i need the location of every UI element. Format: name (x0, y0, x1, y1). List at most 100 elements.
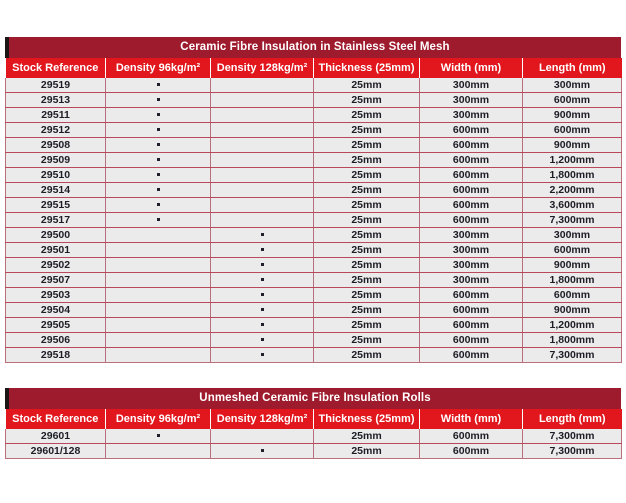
table-row: 29503 25mm 600mm 600mm (5, 287, 622, 303)
cell-width: 600mm (419, 429, 523, 444)
table-row: 29506 25mm 600mm 1,800mm (5, 332, 622, 348)
cell-length: 7,300mm (522, 429, 622, 444)
cell-density-96 (105, 332, 211, 348)
table-row: 29515 25mm 600mm 3,600mm (5, 197, 622, 213)
cell-density-128 (210, 182, 314, 198)
table-title: Ceramic Fibre Insulation in Stainless St… (180, 40, 450, 53)
column-header-density-96: Density 96kg/m² (105, 409, 211, 429)
cell-density-128 (210, 107, 314, 123)
cell-density-128 (210, 152, 314, 168)
table-row: 29501 25mm 300mm 600mm (5, 242, 622, 258)
cell-width: 300mm (419, 272, 523, 288)
cell-density-96 (105, 429, 211, 444)
cell-density-96 (105, 302, 211, 318)
cell-density-96 (105, 197, 211, 213)
cell-length: 600mm (522, 92, 622, 108)
cell-density-96 (105, 242, 211, 258)
cell-length: 600mm (522, 122, 622, 138)
density-marker-dot (156, 143, 160, 147)
cell-density-128 (210, 287, 314, 303)
table-row: 29505 25mm 600mm 1,200mm (5, 317, 622, 333)
cell-density-96 (105, 137, 211, 153)
table-block-meshed: Ceramic Fibre Insulation in Stainless St… (5, 37, 622, 363)
density-marker-dot (260, 293, 264, 297)
cell-length: 600mm (522, 242, 622, 258)
cell-thickness: 25mm (313, 347, 420, 363)
table-row: 29517 25mm 600mm 7,300mm (5, 212, 622, 228)
table-title: Unmeshed Ceramic Fibre Insulation Rolls (199, 391, 431, 404)
table-row: 29507 25mm 300mm 1,800mm (5, 272, 622, 288)
cell-stock-reference: 29517 (5, 212, 106, 228)
cell-length: 1,800mm (522, 272, 622, 288)
cell-thickness: 25mm (313, 122, 420, 138)
cell-length: 3,600mm (522, 197, 622, 213)
cell-thickness: 25mm (313, 317, 420, 333)
table-row: 29512 25mm 600mm 600mm (5, 122, 622, 138)
cell-thickness: 25mm (313, 257, 420, 273)
cell-width: 600mm (419, 167, 523, 183)
cell-length: 2,200mm (522, 182, 622, 198)
cell-stock-reference: 29515 (5, 197, 106, 213)
cell-width: 600mm (419, 302, 523, 318)
cell-length: 900mm (522, 137, 622, 153)
cell-width: 300mm (419, 107, 523, 123)
cell-density-96 (105, 287, 211, 303)
cell-width: 300mm (419, 78, 523, 93)
cell-length: 7,300mm (522, 443, 622, 459)
cell-thickness: 25mm (313, 242, 420, 258)
product-table-meshed: Stock Reference Density 96kg/m² Density … (5, 58, 622, 363)
cell-density-128 (210, 257, 314, 273)
column-header-stock-reference: Stock Reference (5, 409, 106, 429)
density-marker-dot (260, 338, 264, 342)
table-header-row: Stock Reference Density 96kg/m² Density … (5, 409, 622, 429)
density-marker-dot (156, 128, 160, 132)
table-body-meshed: 29519 25mm 300mm 300mm 29513 25mm 300mm 600mm 29… (5, 78, 622, 363)
cell-length: 300mm (522, 227, 622, 243)
table-header: Stock Reference Density 96kg/m² Density … (5, 409, 622, 429)
table-body-unmeshed: 29601 25mm 600mm 7,300mm 29601/128 25mm 600mm 7… (5, 429, 622, 459)
density-marker-dot (260, 248, 264, 252)
cell-thickness: 25mm (313, 227, 420, 243)
cell-density-96 (105, 347, 211, 363)
cell-thickness: 25mm (313, 152, 420, 168)
column-header-length: Length (mm) (522, 409, 622, 429)
cell-thickness: 25mm (313, 212, 420, 228)
table-row: 29508 25mm 600mm 900mm (5, 137, 622, 153)
cell-width: 600mm (419, 347, 523, 363)
cell-stock-reference: 29508 (5, 137, 106, 153)
cell-length: 1,200mm (522, 152, 622, 168)
cell-stock-reference: 29500 (5, 227, 106, 243)
product-table-unmeshed: Stock Reference Density 96kg/m² Density … (5, 409, 622, 459)
column-header-thickness: Thickness (25mm) (313, 58, 420, 78)
table-row: 29519 25mm 300mm 300mm (5, 78, 622, 93)
cell-density-96 (105, 78, 211, 93)
table-block-unmeshed: Unmeshed Ceramic Fibre Insulation Rolls … (5, 388, 622, 459)
cell-density-96 (105, 272, 211, 288)
cell-length: 1,200mm (522, 317, 622, 333)
cell-length: 300mm (522, 78, 622, 93)
cell-width: 600mm (419, 122, 523, 138)
table-row: 29511 25mm 300mm 900mm (5, 107, 622, 123)
cell-thickness: 25mm (313, 92, 420, 108)
table-header-row: Stock Reference Density 96kg/m² Density … (5, 58, 622, 78)
density-marker-dot (156, 218, 160, 222)
cell-thickness: 25mm (313, 197, 420, 213)
cell-stock-reference: 29510 (5, 167, 106, 183)
density-marker-dot (156, 203, 160, 207)
density-marker-dot (156, 98, 160, 102)
cell-density-96 (105, 107, 211, 123)
cell-length: 900mm (522, 107, 622, 123)
density-marker-dot (260, 278, 264, 282)
density-marker-dot (260, 353, 264, 357)
table-title-bar: Unmeshed Ceramic Fibre Insulation Rolls (5, 388, 621, 409)
density-marker-dot (260, 323, 264, 327)
cell-density-128 (210, 227, 314, 243)
cell-thickness: 25mm (313, 107, 420, 123)
density-marker-dot (260, 233, 264, 237)
cell-density-128 (210, 242, 314, 258)
cell-length: 600mm (522, 287, 622, 303)
cell-density-128 (210, 347, 314, 363)
density-marker-dot (156, 158, 160, 162)
cell-length: 900mm (522, 257, 622, 273)
